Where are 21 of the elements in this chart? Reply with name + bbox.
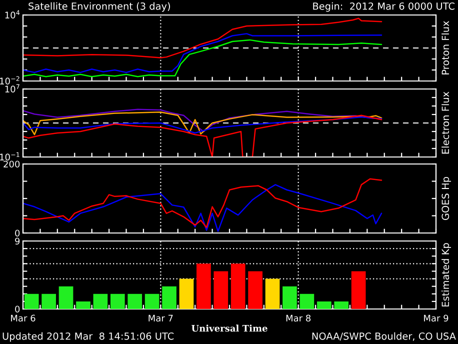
x-tick-label: Mar 9: [424, 314, 448, 322]
x-axis-title: Universal Time: [192, 324, 268, 332]
y-tick-label: 0: [15, 306, 20, 313]
y-axis-title: Electron Flux: [442, 92, 450, 154]
y-tick-label: 10$^{4}$: [5, 10, 20, 18]
chart-subtitle: Begin: 2012 Mar 6 0000 UTC: [313, 2, 454, 12]
y-tick-label: 0: [15, 230, 20, 237]
text: Updated 2012 Mar 8 14:51:06 UTC: [2, 332, 174, 342]
x-tick-label: Mar 8: [286, 314, 311, 322]
x-tick-label: Mar 6: [11, 314, 36, 322]
y-tick-label: 10$^{−2}$: [0, 76, 20, 84]
y-tick-label: 10$^{7}$: [5, 84, 20, 92]
chart-title: Satellite Environment (3 day): [28, 2, 170, 12]
y-axis-title: Proton Flux: [442, 20, 450, 74]
y-axis-title: GOES Hp: [442, 176, 451, 220]
y-axis-title: Estimated Kp: [442, 243, 451, 306]
y-tick-label: 9: [15, 238, 20, 245]
y-tick-label: 10$^{−1}$: [0, 152, 20, 160]
x-tick-label: Mar 7: [148, 314, 173, 322]
y-tick-label: 200: [4, 160, 20, 168]
text: NOAA/SWPC Boulder, CO USA: [312, 332, 456, 341]
